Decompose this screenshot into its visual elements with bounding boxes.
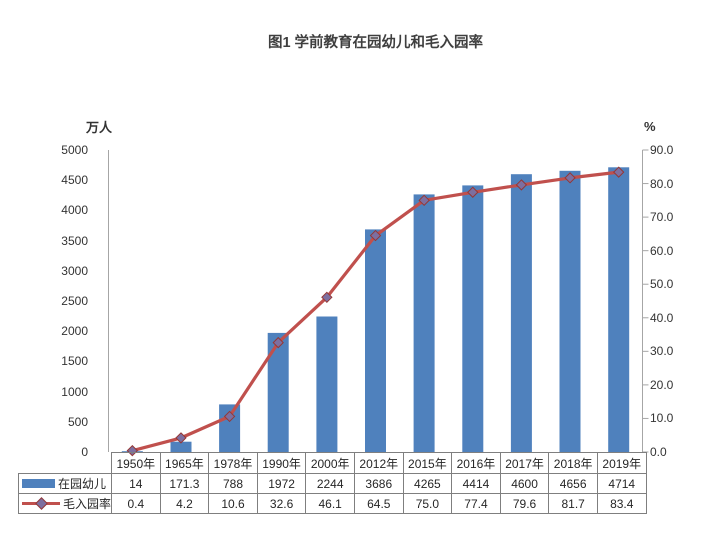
- row-label-text: 在园幼儿: [58, 477, 107, 491]
- year-header-cell: 1950年: [111, 452, 161, 474]
- left-axis-tick-label: 0: [81, 445, 88, 459]
- bar-2018年: [559, 170, 581, 453]
- left-axis-tick-label: 4000: [61, 203, 88, 218]
- value-cell: 64.5: [353, 493, 404, 514]
- plot-area: [108, 149, 649, 457]
- left-axis-tick-label: 3500: [61, 233, 88, 248]
- table-corner-cell: [19, 453, 112, 474]
- right-axis-tick-label: 40.0: [650, 310, 674, 325]
- right-axis-tick-label: 90.0: [650, 143, 674, 157]
- value-cell: 4656: [548, 473, 598, 494]
- diamond-marker-icon: [35, 497, 48, 510]
- right-axis-tick-label: 80.0: [650, 176, 674, 191]
- left-axis-tick-label: 4500: [61, 173, 88, 188]
- value-cell: 4600: [499, 473, 550, 494]
- line-marker-diamond-2015年: [418, 194, 430, 207]
- value-cell: 10.6: [208, 493, 258, 514]
- value-cell: 171.3: [159, 473, 210, 494]
- year-header-cell: 2018年: [548, 452, 598, 474]
- bar-2015年: [413, 194, 435, 452]
- left-axis-tick-label: 3000: [61, 263, 88, 278]
- bar-legend-swatch-icon: [22, 479, 55, 488]
- row-label-cell: 毛入园率: [17, 493, 113, 514]
- left-axis-tick-label: 1500: [61, 354, 88, 369]
- value-cell: 4414: [451, 473, 501, 494]
- right-axis-unit-label: %: [644, 119, 656, 134]
- line-marker-diamond-1978年: [223, 410, 236, 423]
- right-axis-tick-label: 50.0: [650, 277, 674, 292]
- bar-2016年: [462, 185, 484, 452]
- line-marker-diamond-2018年: [564, 172, 576, 184]
- year-header-cell: 2000年: [305, 452, 355, 474]
- year-header-cell: 1965年: [159, 452, 210, 474]
- year-header-cell: 1978年: [208, 452, 258, 474]
- value-cell: 79.6: [499, 493, 550, 514]
- value-cell: 83.4: [596, 493, 647, 514]
- right-axis-tick-label: 30.0: [650, 344, 674, 359]
- value-cell: 46.1: [305, 493, 355, 514]
- left-axis-tick-label: 2500: [61, 294, 88, 308]
- line-marker-diamond-2000年: [321, 291, 333, 304]
- right-axis-tick-label: 0.0: [650, 445, 667, 459]
- left-axis-unit-label: 万人: [86, 120, 113, 135]
- bar-2017年: [510, 174, 532, 452]
- bar-1965年: [170, 441, 192, 452]
- left-axis-tick-label: 5000: [61, 143, 88, 157]
- value-cell: 4265: [402, 473, 453, 494]
- left-axis-tick-label: 500: [67, 414, 88, 429]
- line-marker-diamond-1965年: [175, 432, 187, 444]
- line-legend-swatch-icon: [22, 497, 60, 510]
- year-header-cell: 2012年: [353, 452, 404, 474]
- row-label-text: 毛入园率: [63, 497, 112, 511]
- value-cell: 75.0: [402, 493, 453, 514]
- bar-2019年: [608, 167, 630, 453]
- data-table: 1950年 1965年 1978年 1990年 2000年 2012年 2015年 2016年…: [17, 452, 647, 514]
- right-axis-tick-label: 70.0: [650, 210, 674, 225]
- row-label-cell: 在园幼儿: [17, 473, 113, 494]
- left-axis-tick-label: 1000: [61, 384, 88, 399]
- line-marker-diamond-2017年: [515, 179, 528, 191]
- value-cell: 0.4: [111, 493, 161, 514]
- value-cell: 77.4: [451, 493, 501, 514]
- right-axis-tick-label: 10.0: [650, 411, 674, 426]
- line-marker-diamond-2012年: [369, 229, 382, 242]
- line-marker-diamond-2016年: [467, 186, 479, 198]
- line-marker-diamond-1990年: [272, 336, 284, 349]
- value-cell: 1972: [256, 473, 307, 494]
- year-header-cell: 2017年: [499, 452, 550, 474]
- year-header-cell: 2016年: [451, 452, 501, 474]
- value-cell: 81.7: [548, 493, 598, 514]
- bar-2000年: [316, 316, 338, 452]
- right-axis-tick-label: 60.0: [650, 243, 674, 258]
- value-cell: 14: [111, 473, 161, 494]
- bar-1990年: [267, 332, 289, 452]
- right-axis-tick-label: 20.0: [650, 377, 674, 392]
- year-header-cell: 2015年: [402, 452, 453, 474]
- value-cell: 788: [208, 473, 258, 494]
- bar-2012年: [365, 229, 386, 452]
- value-cell: 3686: [353, 473, 404, 494]
- chart-title: 图1 学前教育在园幼儿和毛入园率: [267, 35, 484, 51]
- year-header-cell: 2019年: [596, 452, 647, 474]
- line-marker-diamond-2019年: [612, 166, 625, 178]
- value-cell: 4.2: [159, 493, 210, 514]
- value-cell: 2244: [305, 473, 355, 494]
- value-cell: 4714: [596, 473, 647, 494]
- value-cell: 32.6: [256, 493, 307, 514]
- left-axis-tick-label: 2000: [61, 324, 88, 339]
- year-header-cell: 1990年: [256, 452, 307, 474]
